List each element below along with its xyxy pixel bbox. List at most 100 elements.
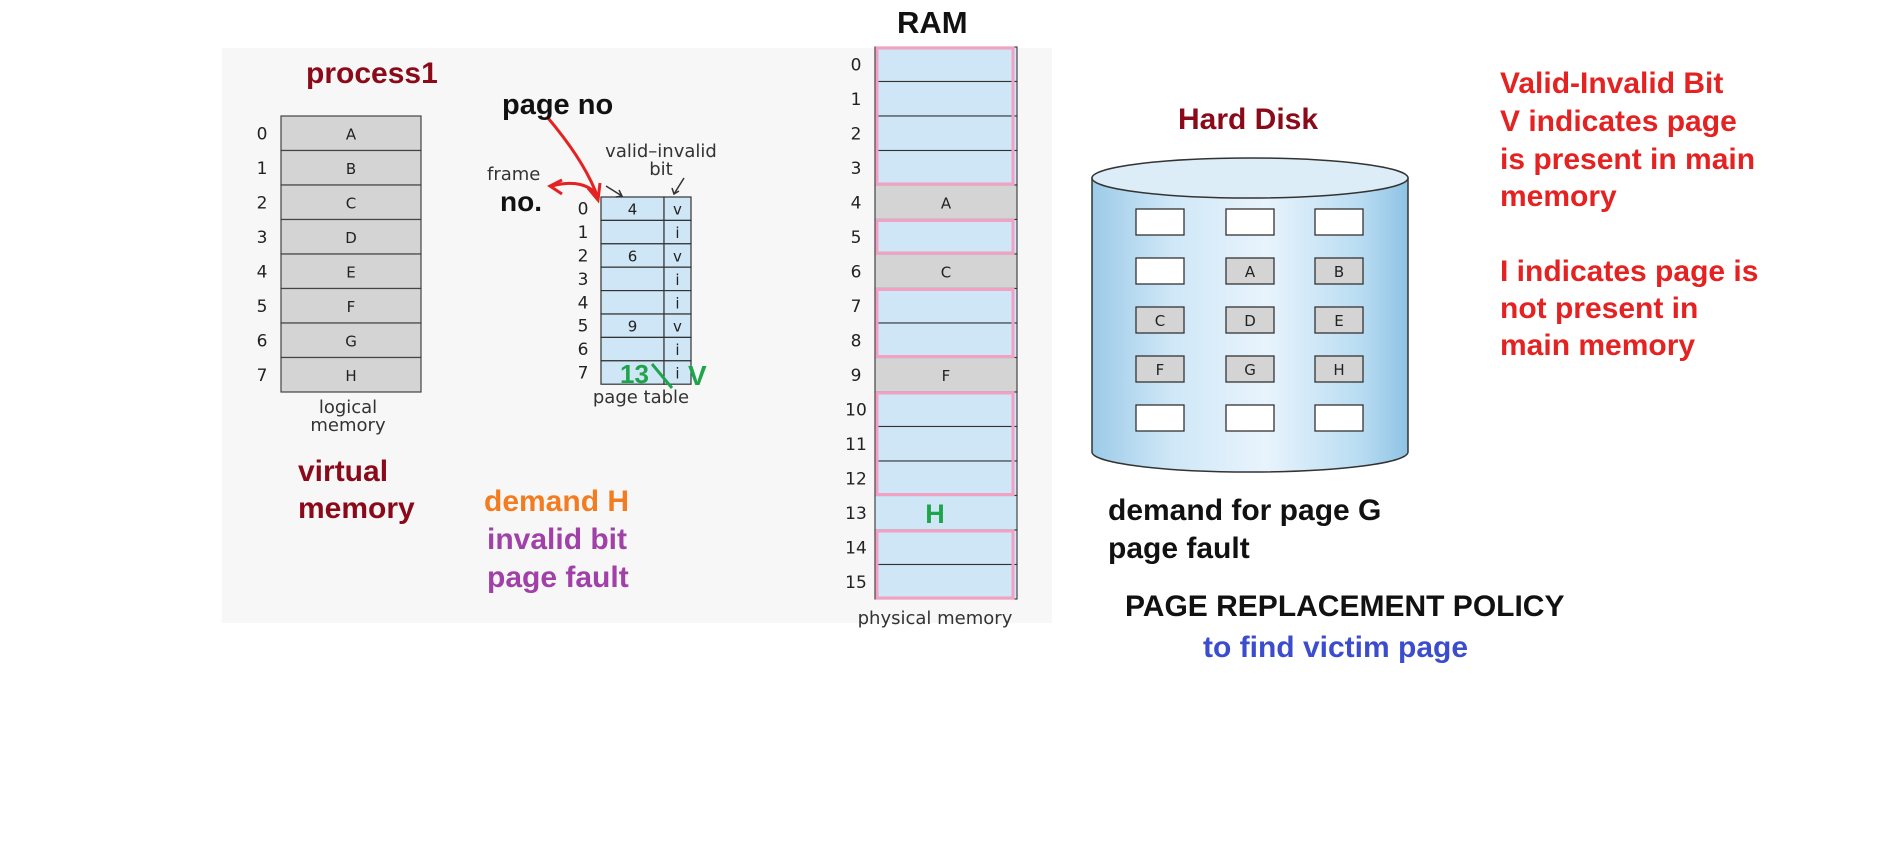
page-table-frame-cell xyxy=(600,266,665,292)
ram-frame-cell xyxy=(874,425,1018,462)
ram-frame-index: 4 xyxy=(851,193,862,213)
page-no-arrowhead xyxy=(586,182,602,204)
policy-title: PAGE REPLACEMENT POLICY xyxy=(1125,590,1565,623)
ram-frame-cell xyxy=(874,115,1018,152)
free-frames-outline xyxy=(875,46,1015,186)
page-table-index: 6 xyxy=(578,340,589,360)
bit-column-arrowhead xyxy=(671,187,680,196)
virtual-memory-note-2: memory xyxy=(298,492,415,525)
ram-frame-cell xyxy=(874,322,1018,359)
page-table-bit-value: v xyxy=(673,318,682,336)
logical-page-cell xyxy=(280,356,422,393)
logical-page-index: 1 xyxy=(257,159,268,179)
logical-page-label: F xyxy=(347,298,356,316)
bit-column-arrow xyxy=(673,177,685,195)
logical-page-index: 4 xyxy=(257,262,268,282)
page-table-frame-value: 6 xyxy=(628,248,638,266)
annotation-frame-13: 13 xyxy=(620,359,649,389)
disk-page-slot xyxy=(1225,355,1275,383)
logical-memory-caption-2: memory xyxy=(310,415,386,436)
page-table-frame-value: 4 xyxy=(628,201,638,219)
disk-page-label: G xyxy=(1244,361,1256,379)
logical-page-cell xyxy=(280,287,422,324)
ram-frame-index: 10 xyxy=(845,400,867,420)
page-table-frame-cell xyxy=(600,219,665,245)
ram-frame-index: 0 xyxy=(851,55,862,75)
ram-caption: physical memory xyxy=(858,608,1013,629)
page-table-index: 4 xyxy=(578,293,589,313)
page-table-bit-value: i xyxy=(675,365,679,383)
logical-page-index: 3 xyxy=(257,228,268,248)
free-frames-outline xyxy=(875,288,1015,358)
ram-title: RAM xyxy=(897,5,968,40)
disk-page-slot xyxy=(1135,355,1185,383)
page-table-frame-cell xyxy=(600,290,665,315)
logical-page-label: H xyxy=(345,367,356,385)
disk-page-fault-note: page fault xyxy=(1108,532,1250,565)
ram-frame-index: 15 xyxy=(845,573,867,593)
ram-frame-cell xyxy=(874,356,1018,393)
legend-line-6: not present in xyxy=(1500,292,1699,325)
disk-page-slot xyxy=(1135,208,1185,236)
ram-frame-label-handwritten: H xyxy=(925,499,945,529)
page-table-frame-value: 9 xyxy=(628,318,638,336)
logical-page-label: C xyxy=(346,194,356,212)
logical-page-index: 5 xyxy=(257,297,268,317)
ram-frame-label: C xyxy=(941,263,951,281)
page-table-bit-value: v xyxy=(673,201,682,219)
page-table-index: 3 xyxy=(578,270,589,290)
page-table-frame-cell xyxy=(600,336,665,362)
ram-frame-cell xyxy=(874,460,1018,497)
legend-line-4: memory xyxy=(1500,180,1617,213)
disk-page-label: H xyxy=(1333,361,1344,379)
page-table-index: 5 xyxy=(578,317,589,337)
logical-page-cell xyxy=(280,322,422,359)
ram-frame-cell xyxy=(874,218,1018,255)
disk-slots: A B C D E F G H xyxy=(1135,208,1364,432)
disk-page-label: F xyxy=(1156,361,1165,379)
logical-page-index: 6 xyxy=(257,331,268,351)
disk-page-slot xyxy=(1135,404,1185,432)
ram-frame-index: 11 xyxy=(845,435,867,455)
ram-frame-cell xyxy=(874,149,1018,186)
ram-frame-index: 6 xyxy=(851,262,862,282)
ram-frame-index: 9 xyxy=(851,366,862,386)
page-table-bit-value: i xyxy=(675,341,679,359)
ram-frame-index: 13 xyxy=(845,504,867,524)
free-frames-outline xyxy=(875,391,1015,496)
disk-page-slot xyxy=(1225,306,1275,334)
page-table-index: 2 xyxy=(578,247,589,267)
disk-page-slot xyxy=(1135,257,1185,285)
demand-h-note: demand H xyxy=(484,485,630,518)
page-table: 4 v 0 i 1 6 v 2 i 3 i 4 9 v 5 i 6 i 7 xyxy=(578,196,692,385)
ram-frame-label: A xyxy=(941,194,952,212)
ram-frame-index: 8 xyxy=(851,331,862,351)
ram-frame-index: 7 xyxy=(851,297,862,317)
logical-page-label: E xyxy=(346,263,355,281)
disk-page-label: B xyxy=(1334,263,1344,281)
logical-memory-caption-1: logical xyxy=(319,397,377,418)
frame-no-arrowhead xyxy=(547,178,563,196)
disk-page-slot xyxy=(1314,257,1364,285)
logical-memory: A 0 B 1 C 2 D 3 E 4 F 5 G 6 H 7 xyxy=(257,115,422,393)
page-table-bit-value: i xyxy=(675,271,679,289)
page-table-bit-value: v xyxy=(673,248,682,266)
logical-page-label: D xyxy=(345,229,357,247)
disk-page-slot xyxy=(1314,208,1364,236)
bit-label-line1: valid–invalid xyxy=(605,141,717,162)
logical-page-cell xyxy=(280,253,422,290)
page-table-bit-value: i xyxy=(675,294,679,312)
policy-subtitle: to find victim page xyxy=(1203,631,1469,664)
logical-page-cell xyxy=(280,184,422,221)
page-table-bit-value: i xyxy=(675,224,679,242)
legend-line-5: I indicates page is xyxy=(1500,255,1759,288)
disk-page-slot xyxy=(1314,404,1364,432)
ram-frame-index: 5 xyxy=(851,228,862,248)
legend-line-2: V indicates page xyxy=(1500,105,1737,138)
hard-disk-title: Hard Disk xyxy=(1178,103,1319,136)
page-fault-note: page fault xyxy=(487,561,629,594)
ram-frame-index: 1 xyxy=(851,90,862,110)
disk-page-label: A xyxy=(1245,263,1256,281)
ram-frame-cell xyxy=(874,529,1018,566)
